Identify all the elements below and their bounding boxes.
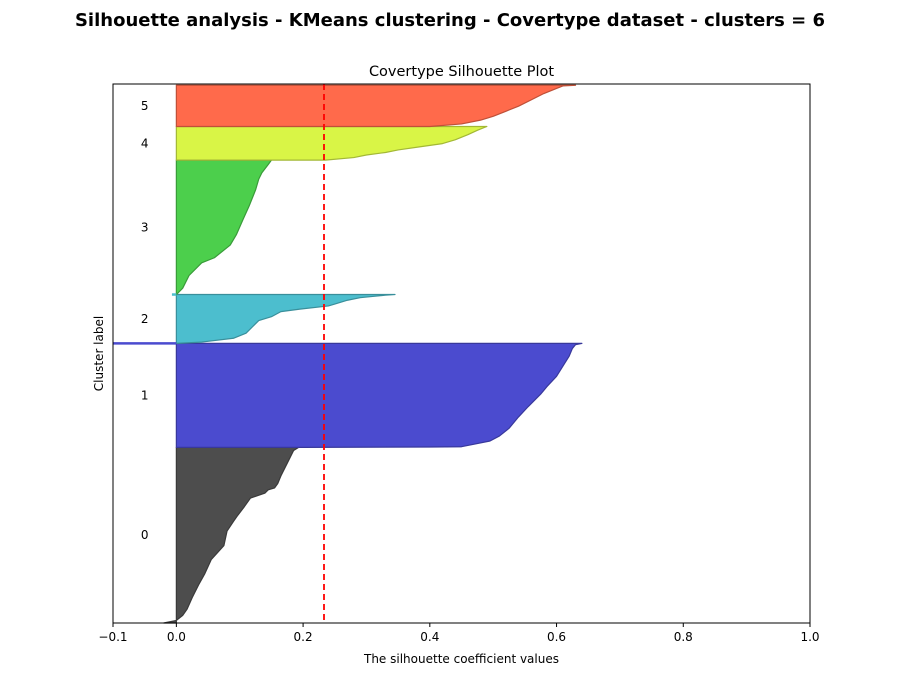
cluster-1-label: 1 bbox=[141, 388, 149, 402]
x-tick-label: 0.6 bbox=[547, 630, 566, 644]
x-tick-label: 0.0 bbox=[167, 630, 186, 644]
cluster-5-label: 5 bbox=[141, 99, 149, 113]
cluster-4-area bbox=[175, 125, 488, 161]
axes-frame bbox=[112, 83, 811, 624]
cluster-areas bbox=[113, 84, 583, 624]
cluster-2-area bbox=[175, 293, 396, 344]
x-tick-label: 0.8 bbox=[674, 630, 693, 644]
x-tick-label: 0.4 bbox=[420, 630, 439, 644]
figure-suptitle: Silhouette analysis - KMeans clustering … bbox=[74, 10, 826, 31]
cluster-1-area bbox=[175, 342, 583, 448]
y-axis-label: Cluster label bbox=[92, 316, 106, 391]
cluster-0-area bbox=[163, 446, 300, 624]
cluster-3-label: 3 bbox=[141, 220, 149, 234]
x-axis-label: The silhouette coefficient values bbox=[363, 652, 559, 666]
cluster-2-label: 2 bbox=[141, 312, 149, 326]
chart-title: Covertype Silhouette Plot bbox=[369, 64, 554, 80]
x-tick-label: 0.2 bbox=[294, 630, 313, 644]
x-axis-ticks: −0.1 0.0 0.2 0.4 0.6 0.8 1.0 bbox=[98, 623, 820, 644]
cluster-5-area bbox=[175, 84, 577, 128]
x-tick-label: −0.1 bbox=[98, 630, 127, 644]
x-tick-label: 1.0 bbox=[800, 630, 819, 644]
cluster-labels: 0 1 2 3 4 5 bbox=[141, 99, 149, 542]
cluster-0-label: 0 bbox=[141, 528, 149, 542]
cluster-4-label: 4 bbox=[141, 136, 149, 150]
cluster-3-area bbox=[175, 159, 273, 296]
